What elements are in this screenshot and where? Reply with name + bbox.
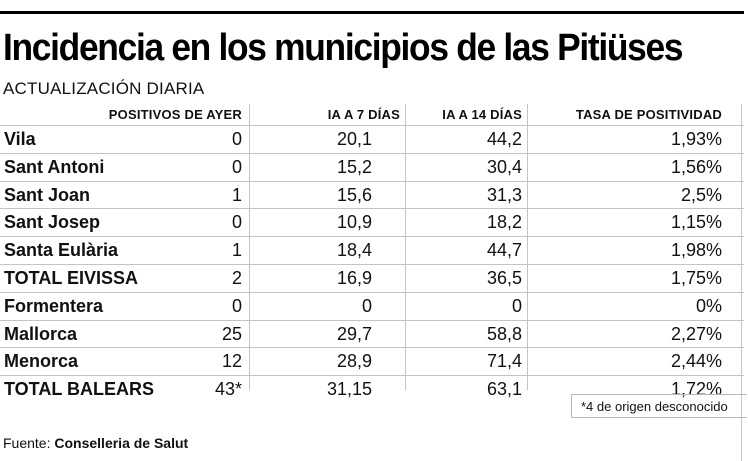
row-name: Sant Josep: [4, 212, 101, 233]
table-row: Santa Eulària 1 18,4 44,7 1,98%: [0, 236, 744, 264]
cell-positivos: 0: [231, 212, 242, 233]
cell-tasa: 1,15%: [670, 212, 722, 233]
cell-tasa: 2,44%: [670, 351, 722, 372]
cell-ia7: 10,9: [336, 212, 372, 233]
cell-positivos: 43*: [214, 379, 242, 400]
table-row: Mallorca 25 29,7 58,8 2,27%: [0, 319, 744, 348]
cell-ia14: 63,1: [486, 379, 522, 400]
header-ia14: IA A 14 DÍAS: [442, 107, 522, 122]
cell-positivos: 1: [231, 184, 242, 205]
table-header: POSITIVOS DE AYER IA A 7 DÍAS IA A 14 DÍ…: [0, 104, 744, 125]
cell-ia14: 0: [511, 295, 522, 316]
column-divider: [527, 104, 528, 390]
cell-ia14: 44,7: [486, 240, 522, 261]
top-rule: [0, 11, 744, 14]
row-name: Vila: [4, 129, 36, 149]
cell-ia7: 29,7: [336, 323, 372, 344]
cell-ia7: 20,1: [336, 129, 372, 149]
cell-ia14: 30,4: [486, 156, 522, 177]
cell-ia7: 31,15: [326, 379, 372, 400]
cell-ia14: 58,8: [486, 323, 522, 344]
cell-positivos: 12: [221, 351, 242, 372]
cell-tasa: 1,56%: [670, 156, 722, 177]
row-name: TOTAL EIVISSA: [4, 267, 139, 288]
header-positivos: POSITIVOS DE AYER: [108, 107, 242, 122]
cell-positivos: 0: [231, 156, 242, 177]
subtitle: ACTUALIZACIÓN DIARIA: [3, 79, 205, 98]
cell-positivos: 2: [231, 267, 242, 288]
cell-tasa: 2,27%: [670, 323, 722, 344]
table-row: Sant Antoni 0 15,2 30,4 1,56%: [0, 152, 744, 181]
cell-tasa: 2,5%: [680, 184, 722, 205]
cell-tasa: 0%: [695, 295, 722, 316]
footnote-box: [571, 394, 747, 418]
column-divider: [249, 104, 250, 390]
cell-tasa: 1,98%: [670, 240, 722, 261]
source-org: Conselleria de Salut: [54, 435, 189, 451]
source-label: Fuente:: [3, 435, 55, 451]
cell-ia14: 44,2: [486, 129, 522, 149]
cell-ia7: 15,2: [336, 156, 372, 177]
table-row: Menorca 12 28,9 71,4 2,44%: [0, 347, 744, 375]
cell-ia7: 15,6: [336, 184, 372, 205]
cell-ia14: 18,2: [486, 212, 522, 233]
cell-ia7: 28,9: [336, 351, 372, 372]
table-row: Sant Joan 1 15,6 31,3 2,5%: [0, 180, 744, 209]
cell-ia7: 0: [361, 295, 372, 316]
header-ia7: IA A 7 DÍAS: [327, 107, 400, 122]
header-tasa: TASA DE POSITIVIDAD: [575, 107, 722, 122]
table-row: Vila 0 20,1 44,2 1,93%: [0, 125, 744, 153]
cell-ia14: 31,3: [486, 184, 522, 205]
page-title: Incidencia en los municipios de las Piti…: [3, 27, 684, 69]
row-name: Formentera: [4, 295, 104, 316]
cell-tasa: 1,75%: [670, 267, 722, 288]
cell-positivos: 1: [231, 240, 242, 261]
row-name: TOTAL BALEARS: [4, 379, 155, 400]
table-row: Formentera 0 0 0 0%: [0, 291, 744, 320]
cell-ia7: 18,4: [336, 240, 372, 261]
table-row: Sant Josep 0 10,9 18,2 1,15%: [0, 208, 744, 236]
row-name: Santa Eulària: [4, 240, 119, 261]
row-name: Sant Joan: [4, 184, 91, 205]
cell-ia14: 36,5: [486, 267, 522, 288]
incidence-table: POSITIVOS DE AYER IA A 7 DÍAS IA A 14 DÍ…: [0, 104, 744, 403]
row-name: Mallorca: [4, 323, 78, 344]
row-name: Sant Antoni: [4, 156, 105, 177]
cell-ia7: 16,9: [336, 267, 372, 288]
column-divider: [405, 104, 406, 390]
source-credit: Fuente: Conselleria de Salut: [3, 433, 188, 453]
cell-positivos: 0: [231, 295, 242, 316]
cell-ia14: 71,4: [486, 351, 522, 372]
footnote: *4 de origen desconocido: [581, 399, 728, 414]
table-row: TOTAL EIVISSA 2 16,9 36,5 1,75%: [0, 263, 744, 292]
row-name: Menorca: [4, 351, 79, 372]
cell-positivos: 25: [221, 323, 242, 344]
cell-positivos: 0: [231, 129, 242, 149]
cell-tasa: 1,93%: [670, 129, 722, 149]
right-border: [741, 104, 742, 461]
